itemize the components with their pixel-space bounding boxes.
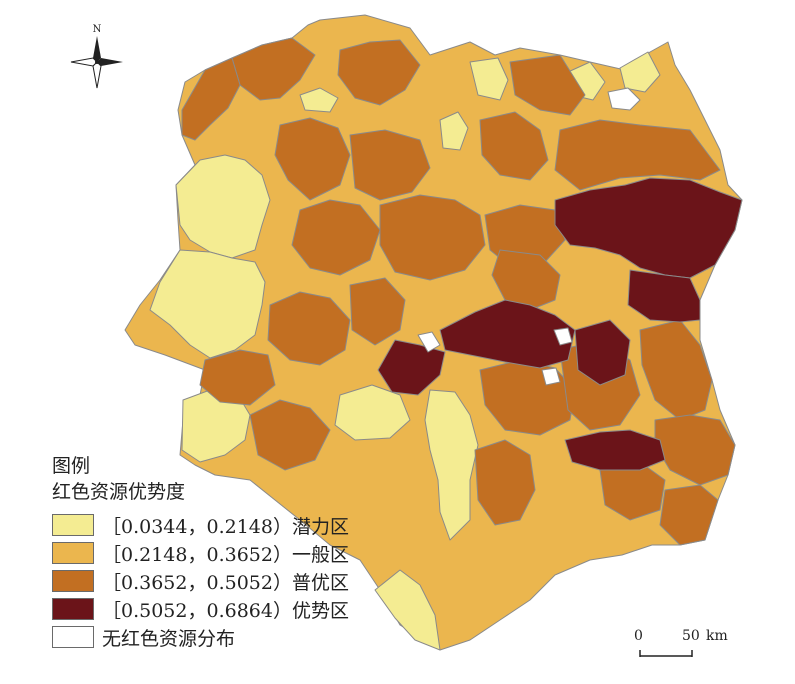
region-dominant-northeast <box>554 177 743 279</box>
scale-start-label: 0 <box>634 628 643 644</box>
region-good-center-b <box>379 194 486 281</box>
region-potential-south-strip <box>424 389 479 541</box>
region-none-center-a <box>417 331 441 353</box>
legend-item-general: ［0.2148，0.3652）一般区 <box>52 541 349 566</box>
region-good-north-c <box>337 39 421 106</box>
scale-end-label: 50 <box>682 628 700 644</box>
north-arrow-compass-icon <box>70 36 123 89</box>
legend-label: ［0.2148，0.3652）一般区 <box>102 543 349 566</box>
region-good-northeast-a <box>509 54 586 116</box>
region-dominant-center-east <box>574 319 631 386</box>
legend-label: 无红色资源分布 <box>102 627 236 650</box>
legend-item-none: 无红色资源分布 <box>52 625 236 650</box>
region-good-center-f <box>491 249 561 311</box>
legend-item-good: ［0.3652，0.5052）普优区 <box>52 569 349 594</box>
region-potential-south-central <box>334 384 411 441</box>
region-dominant-center-west <box>377 339 446 396</box>
legend-label: ［0.5052，0.6864）优势区 <box>102 599 349 622</box>
region-none-center-c <box>541 367 561 386</box>
region-good-north-b <box>181 57 241 141</box>
region-good-north-right <box>479 111 549 181</box>
region-dominant-east <box>627 269 701 323</box>
region-good-center-a <box>291 199 381 276</box>
legend-swatch-potential <box>52 514 94 536</box>
legend-label: ［0.3652，0.5052）普优区 <box>102 571 349 594</box>
region-potential-south-corner <box>374 569 441 651</box>
region-good-southwest-b <box>249 399 331 471</box>
legend-title: 图例 <box>52 455 91 477</box>
region-potential-north-a <box>299 87 339 113</box>
region-potential-north-c <box>469 57 509 101</box>
region-none-center-b <box>553 327 573 346</box>
region-potential-northeast-b <box>619 51 661 93</box>
region-good-north-a <box>231 37 316 101</box>
legend-item-potential: ［0.0344，0.2148）潜力区 <box>52 513 349 538</box>
region-good-southwest-a <box>199 349 276 406</box>
legend-swatch-good <box>52 570 94 592</box>
compass-north-label: N <box>93 24 102 35</box>
legend-swatch-general <box>52 542 94 564</box>
region-good-center-d <box>267 291 351 366</box>
region-good-northeast-b <box>554 119 721 191</box>
legend-swatch-dominant <box>52 598 94 620</box>
legend-label: ［0.0344，0.2148）潜力区 <box>102 515 349 538</box>
region-dominant-south <box>564 429 666 471</box>
region-potential-west <box>149 249 266 359</box>
legend-subtitle: 红色资源优势度 <box>52 481 186 503</box>
scale-unit-label: km <box>706 628 728 644</box>
region-good-southeast-a <box>639 319 713 421</box>
region-potential-northwest-a <box>175 154 271 259</box>
region-good-south-c <box>474 439 536 526</box>
region-dominant-center <box>439 299 576 369</box>
region-good-south-e <box>659 484 719 546</box>
region-none-northeast <box>607 87 641 111</box>
region-good-center-e <box>349 277 406 346</box>
legend-item-dominant: ［0.5052，0.6864）优势区 <box>52 597 349 622</box>
region-good-center-north <box>274 117 351 201</box>
region-potential-north-b <box>439 111 469 151</box>
scale-bar <box>639 650 693 657</box>
legend-swatch-none <box>52 626 94 648</box>
region-good-center-north-b <box>349 129 431 201</box>
